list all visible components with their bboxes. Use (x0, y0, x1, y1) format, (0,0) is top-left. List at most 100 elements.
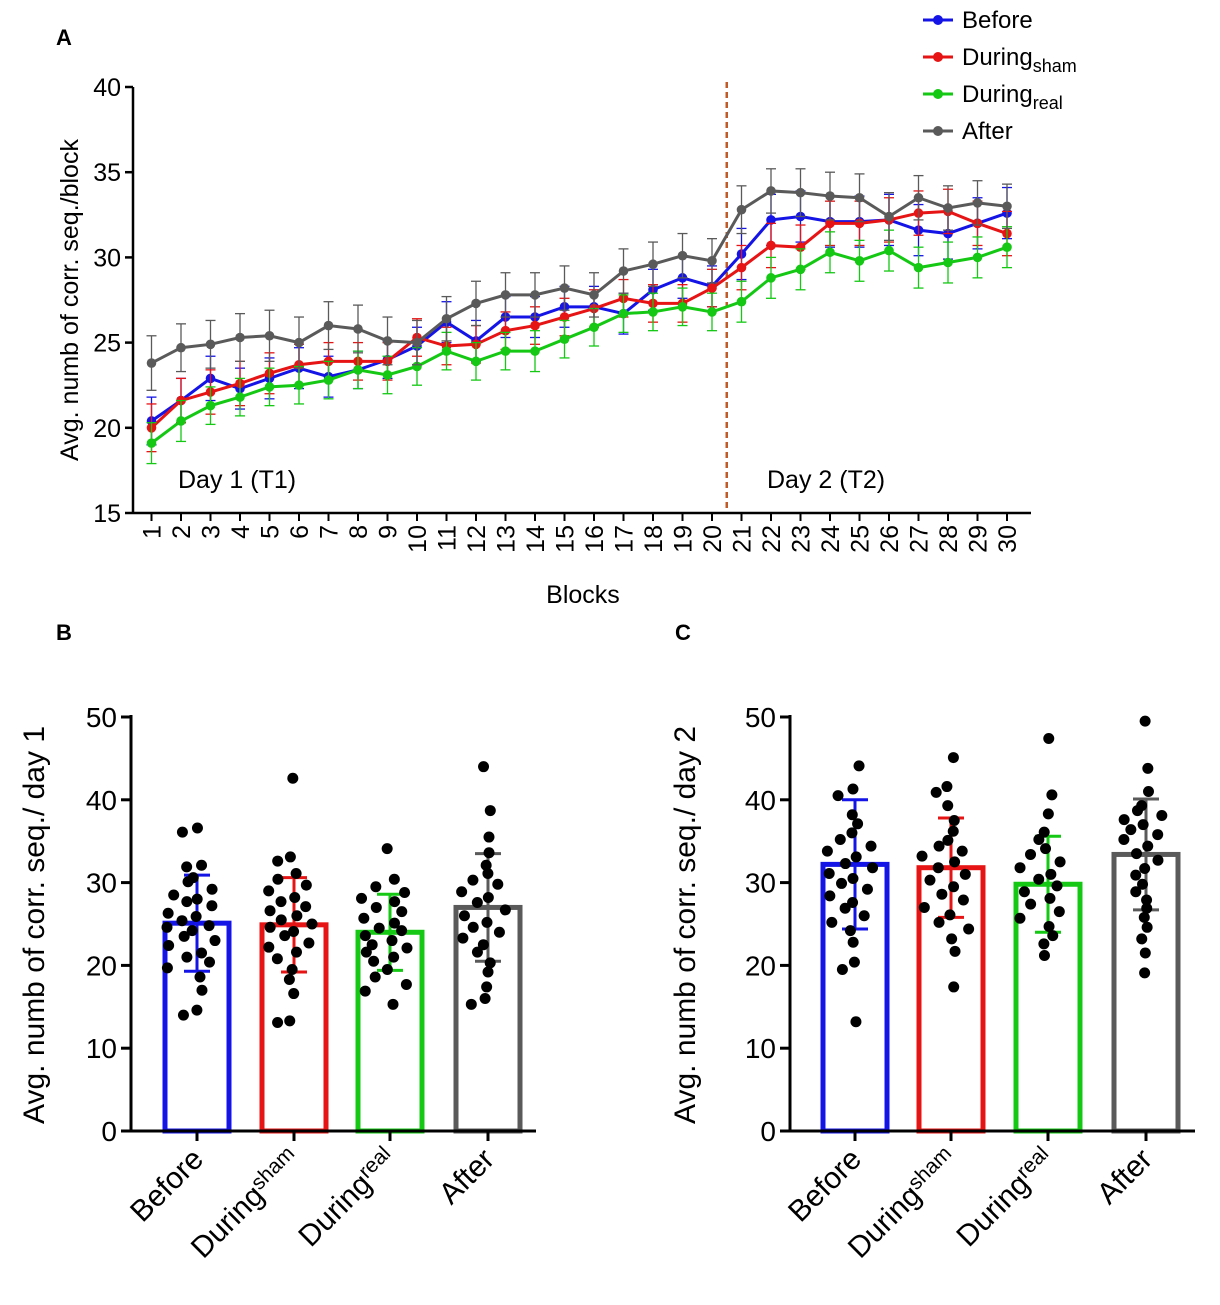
data-point-after (589, 290, 599, 300)
data-point-after (884, 211, 894, 222)
individual-point-before (861, 883, 873, 895)
panel-a-y-tick-label: 35 (93, 159, 121, 187)
individual-point-after (1130, 886, 1142, 898)
data-point-duringreal (825, 247, 835, 258)
individual-point-after (482, 892, 494, 904)
panel-c-y-tick-label: 20 (745, 950, 776, 981)
panel-a-x-tick-label: 12 (463, 525, 491, 553)
individual-point-duringsham (287, 772, 299, 784)
individual-point-duringsham (263, 941, 275, 953)
individual-point-before (203, 920, 215, 932)
individual-point-duringreal (358, 912, 370, 924)
data-point-after (441, 313, 452, 324)
individual-point-after (493, 926, 505, 938)
individual-point-before (209, 935, 221, 947)
individual-point-duringsham (963, 923, 975, 935)
individual-point-after (1141, 902, 1153, 914)
individual-point-before (204, 956, 216, 968)
individual-point-before (176, 826, 188, 838)
individual-point-duringsham (948, 981, 960, 993)
individual-point-duringreal (387, 998, 399, 1010)
data-point-duringreal (677, 302, 688, 312)
individual-point-duringsham (916, 850, 928, 862)
individual-point-before (162, 907, 174, 919)
panel-a-x-tick-label: 4 (227, 525, 255, 539)
individual-point-duringsham (275, 914, 287, 926)
panel-a-x-tick-label: 23 (788, 525, 816, 553)
panel-a-x-tick-label: 17 (611, 525, 639, 553)
individual-point-duringsham (949, 856, 961, 868)
individual-point-duringsham (947, 825, 959, 837)
individual-point-duringsham (949, 945, 961, 957)
data-point-duringreal (530, 346, 540, 356)
individual-point-before (191, 822, 203, 834)
individual-point-before (865, 840, 877, 852)
individual-point-duringreal (396, 906, 408, 918)
day1-annotation: Day 1 (T1) (178, 466, 296, 494)
panel-c-y-tick-label: 10 (745, 1033, 776, 1064)
individual-point-before (846, 809, 858, 821)
individual-point-duringsham (957, 894, 969, 906)
individual-point-duringsham (942, 800, 954, 812)
series-line-after (150, 189, 1008, 365)
data-point-after (795, 187, 806, 198)
individual-point-before (852, 818, 864, 830)
panel-label-a: A (56, 25, 72, 50)
panel-a-x-tick-label: 28 (935, 525, 963, 553)
individual-point-duringsham (288, 988, 300, 1000)
individual-point-duringsham (286, 964, 298, 976)
individual-point-duringsham (272, 1017, 284, 1029)
data-point-duringreal (559, 334, 570, 344)
data-point-after (559, 283, 570, 293)
individual-point-duringreal (389, 917, 401, 929)
individual-point-duringreal (1051, 880, 1063, 892)
individual-point-duringsham (936, 888, 948, 900)
individual-point-duringsham (264, 921, 276, 933)
panel-a-y-tick-label: 25 (93, 330, 121, 358)
data-point-after (353, 324, 363, 334)
individual-point-before (196, 984, 208, 996)
individual-point-before (836, 964, 848, 976)
data-point-after (235, 332, 245, 343)
individual-point-duringsham (306, 918, 318, 930)
data-point-duringsham (530, 320, 540, 331)
individual-point-duringsham (272, 873, 284, 885)
individual-point-duringreal (396, 925, 408, 937)
individual-point-before (191, 893, 203, 905)
data-point-duringreal (795, 264, 806, 275)
data-point-after (500, 290, 511, 300)
panel-a-y-axis-title: Avg. numb of corr. seq./block (56, 139, 84, 461)
data-point-after (943, 203, 953, 213)
data-point-duringsham (825, 218, 835, 229)
individual-point-before (181, 896, 193, 908)
individual-point-after (467, 874, 479, 886)
individual-point-before (181, 951, 193, 963)
individual-point-duringsham (918, 901, 930, 913)
individual-point-duringreal (1033, 834, 1045, 846)
panel-b-y-tick-label: 0 (101, 1116, 117, 1147)
panel-b-x-tick-label: Duringreal (292, 1142, 403, 1253)
data-point-duringsham (795, 242, 806, 252)
individual-point-after (483, 847, 495, 859)
panel-b-x-tick-label: Before (124, 1143, 210, 1229)
data-point-duringreal (1002, 242, 1012, 252)
panel-a-x-tick-label: 27 (906, 525, 934, 553)
individual-point-before (176, 915, 188, 927)
individual-point-duringreal (389, 896, 401, 908)
series-after (146, 168, 1012, 391)
panel-c-y-axis-title: Avg. numb of corr. seq./ day 2 (669, 726, 702, 1124)
individual-point-duringsham (284, 851, 296, 863)
individual-point-duringsham (263, 885, 275, 897)
panel-a-x-tick-label: 13 (493, 525, 521, 553)
individual-point-duringsham (300, 901, 312, 913)
panel-a-x-tick-label: 15 (552, 525, 580, 553)
individual-point-after (456, 886, 468, 898)
individual-point-duringreal (401, 942, 413, 954)
panel-a-x-tick-label: 24 (817, 525, 845, 553)
data-point-duringreal (648, 307, 658, 317)
individual-point-duringsham (930, 786, 942, 798)
individual-point-before (181, 861, 193, 873)
individual-point-duringreal (359, 985, 371, 997)
